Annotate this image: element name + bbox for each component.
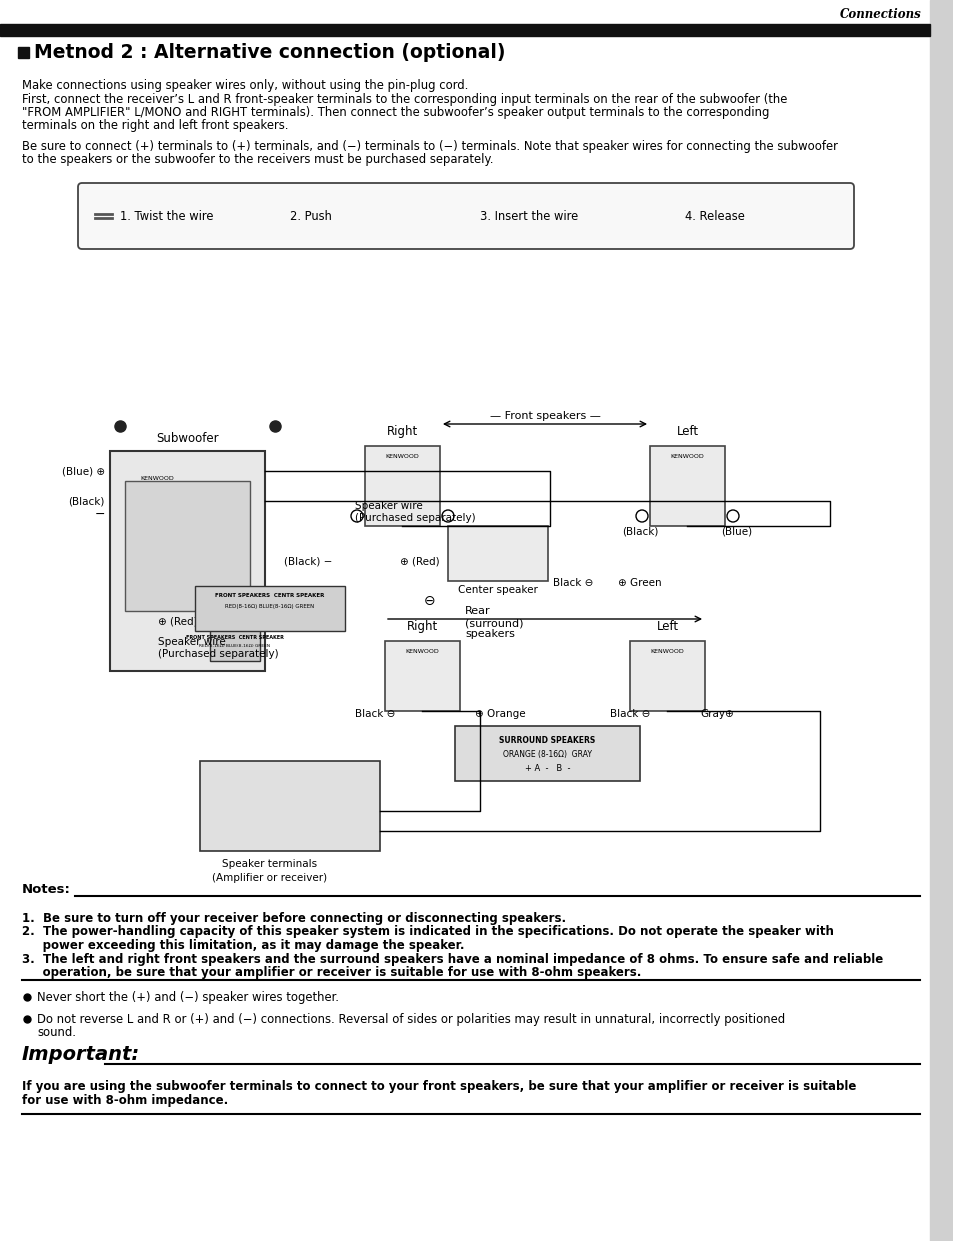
Text: (Blue): (Blue): [720, 526, 752, 536]
Text: Black ⊖: Black ⊖: [553, 578, 593, 588]
Text: Center speaker: Center speaker: [457, 585, 537, 594]
Text: Right: Right: [387, 424, 417, 438]
Text: Black ⊖: Black ⊖: [609, 709, 650, 719]
Text: (Amplifier or receiver): (Amplifier or receiver): [213, 872, 327, 884]
Text: Be sure to connect (+) terminals to (+) terminals, and (−) terminals to (−) term: Be sure to connect (+) terminals to (+) …: [22, 140, 837, 153]
Text: Speaker terminals: Speaker terminals: [222, 859, 317, 869]
Text: 1. Twist the wire: 1. Twist the wire: [120, 210, 213, 222]
Text: Notes:: Notes:: [22, 884, 71, 896]
Text: Black ⊖: Black ⊖: [355, 709, 395, 719]
Text: Subwoofer: Subwoofer: [156, 432, 218, 446]
Text: speakers: speakers: [464, 629, 515, 639]
Text: Right: Right: [406, 620, 437, 633]
Text: ⊕ Orange: ⊕ Orange: [475, 709, 525, 719]
Text: Do not reverse L and R or (+) and (−) connections. Reversal of sides or polariti: Do not reverse L and R or (+) and (−) co…: [37, 1013, 784, 1025]
Bar: [194, 586, 345, 630]
Text: KENWOOD: KENWOOD: [140, 477, 173, 482]
Text: (Black): (Black): [69, 496, 105, 506]
Text: (Purchased separately): (Purchased separately): [355, 513, 476, 522]
Text: KENWOOD: KENWOOD: [650, 649, 683, 654]
Text: 2. Push: 2. Push: [290, 210, 332, 222]
Bar: [210, 625, 260, 661]
Text: "FROM AMPLIFIER" L/MONO and RIGHT terminals). Then connect the subwoofer’s speak: "FROM AMPLIFIER" L/MONO and RIGHT termin…: [22, 105, 768, 119]
Text: 1.  Be sure to turn off your receiver before connecting or disconnecting speaker: 1. Be sure to turn off your receiver bef…: [22, 912, 565, 925]
Bar: [448, 526, 547, 581]
Text: Make connections using speaker wires only, without using the pin-plug cord.: Make connections using speaker wires onl…: [22, 79, 468, 92]
Text: Left: Left: [676, 424, 698, 438]
Bar: [18, 253, 917, 861]
Text: RED(8-16Ω) BLUE(8-16Ω) GREEN: RED(8-16Ω) BLUE(8-16Ω) GREEN: [199, 644, 271, 648]
Text: Connections: Connections: [840, 7, 921, 21]
Text: Gray: Gray: [700, 709, 724, 719]
Text: Metnod 2 : Alternative connection (optional): Metnod 2 : Alternative connection (optio…: [34, 43, 505, 62]
Text: Speaker wire: Speaker wire: [158, 637, 226, 647]
Text: KENWOOD: KENWOOD: [405, 649, 439, 654]
Text: ⊖: ⊖: [424, 594, 436, 608]
Text: (Blue) ⊕: (Blue) ⊕: [62, 467, 105, 477]
Text: ⊕ Green: ⊕ Green: [618, 578, 661, 588]
Text: (surround): (surround): [464, 618, 523, 628]
Text: Never short the (+) and (−) speaker wires together.: Never short the (+) and (−) speaker wire…: [37, 990, 338, 1004]
Bar: [649, 446, 724, 526]
Circle shape: [351, 510, 363, 522]
Text: to the speakers or the subwoofer to the receivers must be purchased separately.: to the speakers or the subwoofer to the …: [22, 153, 493, 166]
Bar: [0, 24, 929, 36]
Text: sound.: sound.: [37, 1025, 76, 1039]
Circle shape: [636, 510, 647, 522]
Bar: [629, 642, 704, 711]
Text: operation, be sure that your amplifier or receiver is suitable for use with 8-oh: operation, be sure that your amplifier o…: [22, 965, 640, 979]
Bar: [200, 761, 379, 851]
Bar: [385, 642, 459, 711]
Text: First, connect the receiver’s L and R front-speaker terminals to the correspondi: First, connect the receiver’s L and R fr…: [22, 93, 786, 105]
Text: ⊕: ⊕: [723, 709, 732, 719]
FancyBboxPatch shape: [78, 182, 853, 249]
Text: Left: Left: [656, 620, 678, 633]
Circle shape: [441, 510, 454, 522]
Text: SURROUND SPEAKERS: SURROUND SPEAKERS: [498, 736, 595, 745]
Text: + A  -   B  -: + A - B -: [524, 764, 570, 773]
Text: Important:: Important:: [22, 1045, 140, 1064]
Text: ⊕ (Red): ⊕ (Red): [399, 556, 439, 566]
Bar: [125, 482, 250, 611]
Text: (Purchased separately): (Purchased separately): [158, 649, 278, 659]
Bar: [110, 450, 265, 671]
Text: Rear: Rear: [464, 606, 490, 616]
Text: ⊕ (Red): ⊕ (Red): [158, 616, 197, 625]
Text: terminals on the right and left front speakers.: terminals on the right and left front sp…: [22, 119, 288, 133]
Text: If you are using the subwoofer terminals to connect to your front speakers, be s: If you are using the subwoofer terminals…: [22, 1080, 856, 1093]
Text: (Black) −: (Black) −: [283, 556, 332, 566]
Circle shape: [726, 510, 739, 522]
Text: FRONT SPEAKERS  CENTR SPEAKER: FRONT SPEAKERS CENTR SPEAKER: [215, 593, 324, 598]
Text: 2.  The power-handling capacity of this speaker system is indicated in the speci: 2. The power-handling capacity of this s…: [22, 926, 833, 938]
Text: Speaker wire: Speaker wire: [355, 501, 422, 511]
Text: −: −: [94, 508, 105, 520]
Text: ORANGE (8-16Ω)  GRAY: ORANGE (8-16Ω) GRAY: [502, 750, 592, 759]
Text: FRONT SPEAKERS  CENTR SPEAKER: FRONT SPEAKERS CENTR SPEAKER: [186, 635, 284, 640]
Text: — Front speakers —: — Front speakers —: [489, 411, 599, 421]
Text: 3. Insert the wire: 3. Insert the wire: [479, 210, 578, 222]
Text: 4. Release: 4. Release: [684, 210, 744, 222]
Bar: [365, 446, 439, 526]
Text: 3.  The left and right front speakers and the surround speakers have a nominal i: 3. The left and right front speakers and…: [22, 953, 882, 965]
Text: RED(8-16Ω) BLUE(8-16Ω) GREEN: RED(8-16Ω) BLUE(8-16Ω) GREEN: [225, 604, 314, 609]
Bar: [929, 0, 953, 1241]
Text: KENWOOD: KENWOOD: [670, 454, 703, 459]
Text: for use with 8-ohm impedance.: for use with 8-ohm impedance.: [22, 1095, 228, 1107]
Text: (Black): (Black): [621, 526, 658, 536]
Bar: [18, 47, 29, 58]
Bar: [455, 726, 639, 781]
Text: KENWOOD: KENWOOD: [385, 454, 419, 459]
Text: power exceeding this limitation, as it may damage the speaker.: power exceeding this limitation, as it m…: [22, 939, 464, 952]
